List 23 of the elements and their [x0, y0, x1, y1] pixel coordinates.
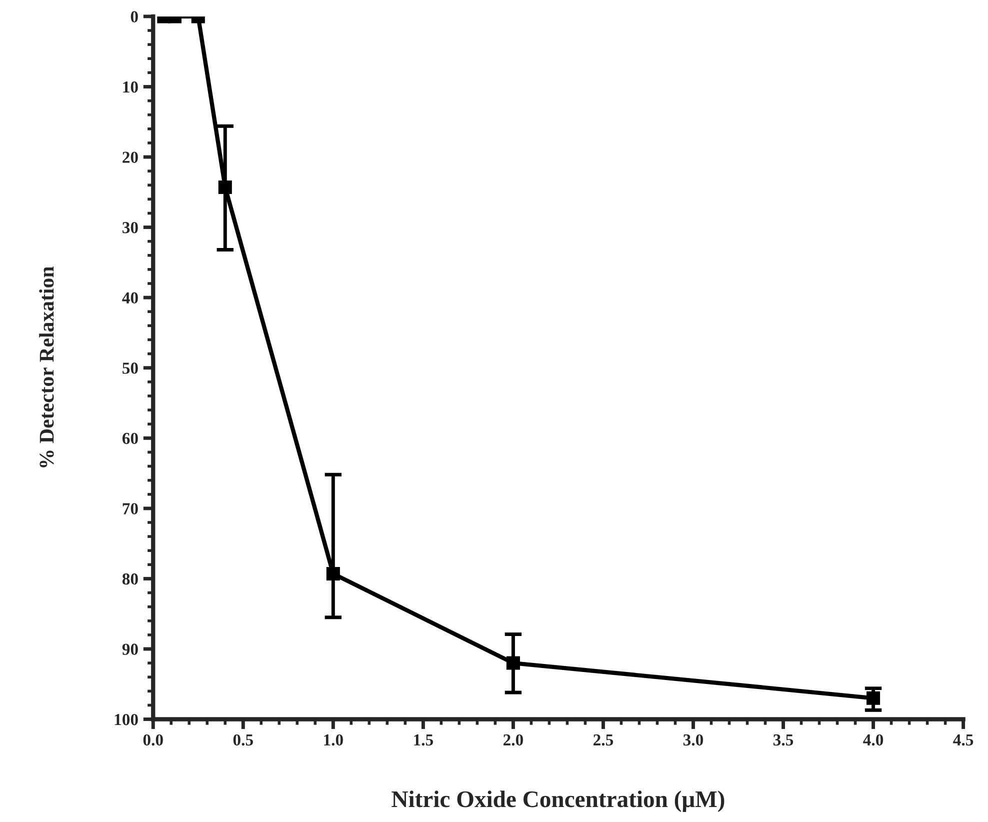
- y-tick-label: 80: [122, 573, 138, 585]
- x-tick-label: 0.5: [233, 734, 253, 746]
- y-tick-label: 90: [122, 644, 138, 655]
- y-tick-label: 60: [122, 432, 138, 444]
- y-tick-label: 20: [122, 152, 138, 163]
- y-tick-label: 30: [122, 222, 138, 234]
- x-tick-label: 1.5: [414, 734, 433, 746]
- x-tick-label: 1.0: [324, 734, 343, 746]
- x-tick-label: 0.0: [143, 734, 163, 746]
- y-tick-label: 50: [122, 362, 138, 374]
- x-tick-label: 3.0: [683, 734, 704, 746]
- y-axis-title: % Detector Relaxation: [39, 266, 54, 468]
- y-tick-label: 100: [114, 714, 138, 726]
- x-axis-title: Nitric Oxide Concentration (μM): [392, 790, 724, 812]
- y-tick-label: 70: [122, 503, 138, 514]
- y-tick-label: 0: [130, 11, 138, 22]
- x-tick-label: 4.5: [953, 734, 974, 746]
- x-tick-label: 3.5: [773, 734, 794, 746]
- x-tick-label: 4.0: [863, 734, 884, 746]
- x-tick-label: 2.5: [594, 734, 614, 746]
- y-tick-label: 10: [123, 81, 138, 93]
- x-tick-label: 2.0: [503, 734, 523, 746]
- y-tick-label: 40: [122, 292, 138, 304]
